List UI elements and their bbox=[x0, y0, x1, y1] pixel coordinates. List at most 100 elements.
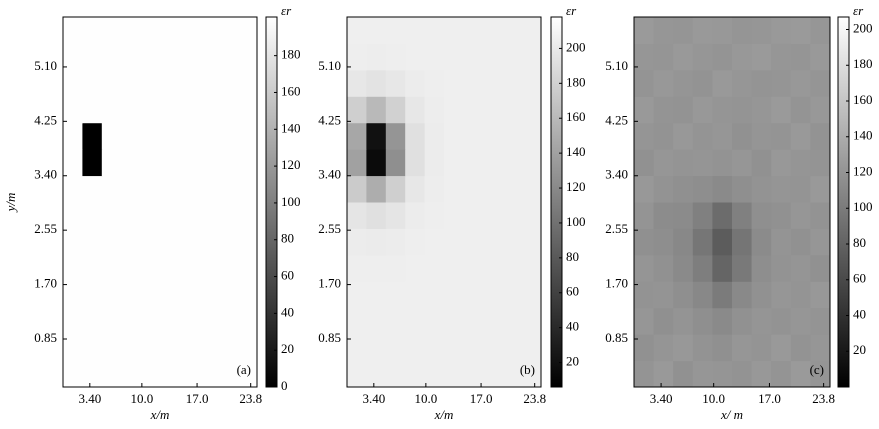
heat-cell bbox=[82, 149, 103, 177]
heat-cell bbox=[751, 96, 772, 124]
heat-cell bbox=[121, 17, 142, 44]
heat-cell bbox=[771, 360, 792, 388]
heat-cell bbox=[347, 149, 367, 177]
heat-cell bbox=[790, 202, 811, 229]
heat-cell bbox=[82, 228, 103, 256]
heat-cell bbox=[634, 175, 655, 203]
heat-cell bbox=[101, 281, 122, 309]
heat-cell bbox=[482, 175, 503, 203]
y-tick-label: 0.85 bbox=[605, 330, 628, 345]
x-axis-label: x/ m bbox=[720, 407, 743, 422]
x-tick-label: 17.0 bbox=[758, 391, 781, 406]
heat-cell bbox=[634, 228, 655, 256]
heat-cell bbox=[463, 122, 484, 150]
heat-cell bbox=[385, 254, 406, 282]
colorbar-tick-label: 120 bbox=[853, 163, 873, 178]
heat-cell bbox=[218, 307, 239, 335]
heat-cell bbox=[653, 254, 674, 282]
heat-cell bbox=[463, 149, 484, 177]
heat-cell bbox=[63, 149, 83, 177]
heat-cell bbox=[712, 17, 733, 44]
heat-cell bbox=[810, 202, 831, 229]
heat-cell bbox=[444, 307, 464, 335]
x-tick-label: 3.40 bbox=[650, 391, 673, 406]
heat-cell bbox=[237, 254, 258, 282]
heat-cell bbox=[692, 96, 713, 124]
colorbar-tick-label: 60 bbox=[566, 284, 579, 299]
heat-cell bbox=[179, 307, 200, 335]
colorbar-label: εr bbox=[853, 3, 864, 18]
heat-cell bbox=[160, 254, 180, 282]
colorbar-tick-label: 0 bbox=[281, 378, 288, 393]
heat-cell bbox=[160, 202, 180, 229]
plot-frame bbox=[633, 16, 831, 388]
heat-cell bbox=[732, 175, 753, 203]
heat-cell bbox=[237, 175, 258, 203]
heat-cell bbox=[673, 202, 694, 229]
heat-cell bbox=[366, 175, 387, 203]
heat-cell bbox=[218, 69, 239, 97]
heat-cell bbox=[198, 43, 219, 71]
heat-cell bbox=[634, 17, 655, 44]
heat-cell bbox=[218, 334, 239, 362]
heat-cell bbox=[502, 360, 523, 388]
heat-cell bbox=[179, 43, 200, 71]
heat-cell bbox=[732, 149, 753, 177]
heat-cell bbox=[385, 202, 406, 229]
colorbar-tick-label: 140 bbox=[566, 144, 586, 159]
heat-cell bbox=[121, 43, 142, 71]
colorbar-tick-label: 140 bbox=[281, 120, 301, 135]
colorbar-tick-label: 100 bbox=[566, 214, 586, 229]
heat-cell bbox=[790, 43, 811, 71]
x-tick-label: 10.0 bbox=[702, 391, 725, 406]
heat-cell bbox=[405, 254, 426, 282]
heat-cell bbox=[63, 281, 83, 309]
heat-cell bbox=[482, 122, 503, 150]
x-axis-label: x/m bbox=[434, 407, 454, 422]
heat-cell bbox=[673, 17, 694, 44]
heat-cell bbox=[179, 202, 200, 229]
heat-cell bbox=[366, 281, 387, 309]
heat-cell bbox=[444, 360, 464, 388]
heat-cell bbox=[347, 228, 367, 256]
heat-cell bbox=[692, 43, 713, 71]
heat-cell bbox=[521, 43, 542, 71]
heat-cell bbox=[502, 175, 523, 203]
heat-cell bbox=[463, 69, 484, 97]
heat-cell bbox=[810, 228, 831, 256]
heat-cell bbox=[160, 43, 180, 71]
heat-cell bbox=[482, 43, 503, 71]
heat-cell bbox=[405, 228, 426, 256]
heat-cell bbox=[463, 202, 484, 229]
heat-cell bbox=[444, 43, 464, 71]
heat-cell bbox=[347, 69, 367, 97]
heat-cell bbox=[424, 307, 445, 335]
x-tick-label: 23.8 bbox=[523, 391, 546, 406]
heat-cell bbox=[771, 17, 792, 44]
heat-cell bbox=[463, 175, 484, 203]
heat-cell bbox=[218, 122, 239, 150]
heat-cell bbox=[444, 149, 464, 177]
heat-cell bbox=[463, 43, 484, 71]
heat-cell bbox=[521, 360, 542, 388]
heat-cell bbox=[237, 202, 258, 229]
heat-cell bbox=[732, 17, 753, 44]
heat-cell bbox=[502, 307, 523, 335]
heat-cell bbox=[771, 281, 792, 309]
heat-cell bbox=[198, 69, 219, 97]
heat-cell bbox=[673, 307, 694, 335]
heat-cell bbox=[751, 17, 772, 44]
colorbar-tick-label: 20 bbox=[853, 342, 866, 357]
heat-cell bbox=[521, 122, 542, 150]
heat-cell bbox=[502, 149, 523, 177]
heat-cell bbox=[121, 281, 142, 309]
heat-cell bbox=[218, 228, 239, 256]
heat-cell bbox=[732, 334, 753, 362]
heat-cell bbox=[63, 360, 83, 388]
heat-cell bbox=[198, 149, 219, 177]
heat-cell bbox=[347, 254, 367, 282]
heat-cell bbox=[366, 43, 387, 71]
heat-cell bbox=[198, 96, 219, 124]
heat-cell bbox=[424, 202, 445, 229]
heat-cell bbox=[634, 360, 655, 388]
